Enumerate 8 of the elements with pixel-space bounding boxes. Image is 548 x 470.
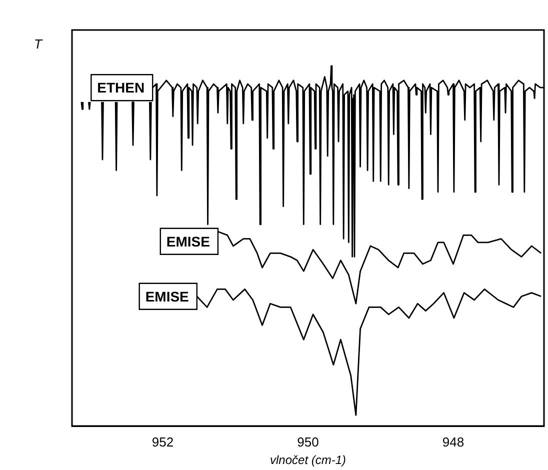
- x-tick-label: 952: [152, 434, 174, 450]
- x-axis-title: vlnočet (cm-1): [270, 453, 346, 468]
- series-label: ETHEN: [97, 79, 145, 96]
- series-label: EMISE: [145, 288, 189, 304]
- x-tick-label: 950: [297, 434, 319, 450]
- y-axis-title: T: [34, 36, 44, 52]
- x-tick-label: 948: [442, 434, 464, 450]
- series-label: EMISE: [166, 233, 210, 250]
